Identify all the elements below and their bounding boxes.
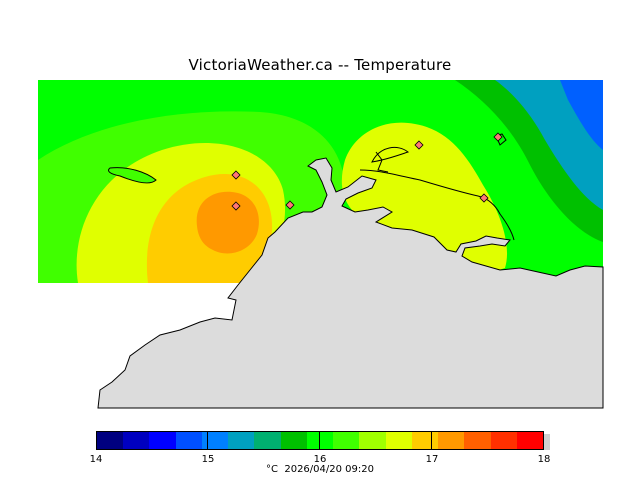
legend-tick-mark [207,431,208,450]
legend-swatch [228,432,255,449]
legend-unit: °C [266,464,278,475]
station-marker [231,170,241,180]
map-title: VictoriaWeather.ca -- Temperature [188,56,452,74]
legend-timestamp: 2026/04/20 09:20 [284,464,374,475]
temp-band-17-25 [196,191,259,254]
legend-swatch [175,432,202,449]
land-mass [97,133,604,409]
legend-tick-14: 14 [89,454,103,465]
legend-caption: °C 2026/04/20 09:20 [0,464,640,475]
legend-colorbar [96,431,544,450]
legend-swatch [254,432,281,449]
legend-swatch [201,432,229,449]
legend-swatch [123,432,150,449]
station-marker [479,193,489,203]
legend-tick-18: 18 [537,454,551,465]
legend-swatch [516,432,543,449]
legend-swatch [149,432,176,449]
legend-tick-mark [431,431,432,450]
station-marker [285,200,295,210]
legend-swatch [359,432,386,449]
legend-swatch [280,432,307,449]
color-legend [96,431,552,451]
legend-swatch [464,432,491,449]
temp-band-15-25 [560,80,603,150]
legend-shadow [544,434,550,450]
legend-swatch [97,432,124,449]
legend-swatch [411,432,439,449]
legend-swatch [385,432,412,449]
weather-stations [231,132,503,211]
station-marker [414,140,424,150]
station-marker [493,132,503,142]
legend-swatch [333,432,360,449]
legend-swatch [438,432,465,449]
legend-tick-15: 15 [201,454,215,465]
legend-tick-16: 16 [313,454,327,465]
station-marker [231,201,241,211]
legend-tick-17: 17 [425,454,439,465]
legend-swatch [490,432,517,449]
legend-tick-mark [319,431,320,450]
